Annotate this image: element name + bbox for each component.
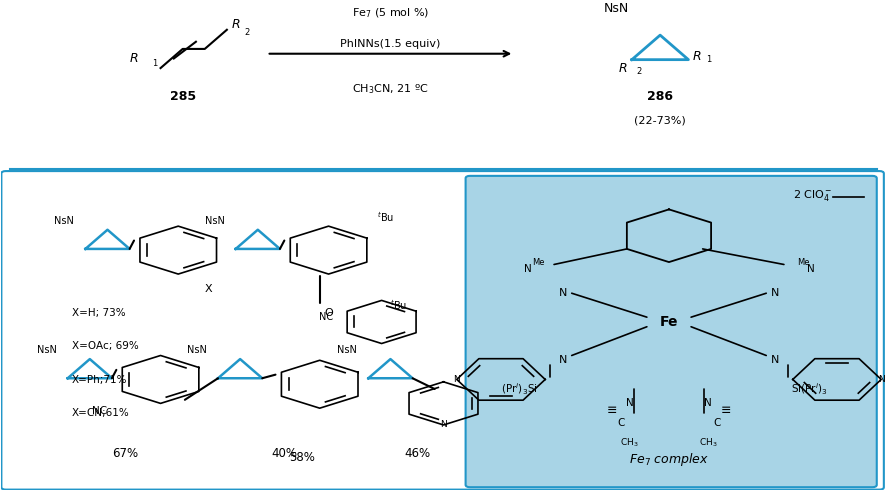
Text: 285: 285 bbox=[169, 90, 196, 103]
Text: 67%: 67% bbox=[112, 446, 138, 460]
Text: X=OAc; 69%: X=OAc; 69% bbox=[72, 341, 139, 351]
Text: PhINNs(1.5 equiv): PhINNs(1.5 equiv) bbox=[340, 39, 440, 49]
Text: R: R bbox=[692, 50, 701, 63]
Text: N: N bbox=[703, 398, 711, 409]
Text: 2: 2 bbox=[635, 67, 641, 77]
Text: 2: 2 bbox=[245, 27, 250, 37]
Text: X: X bbox=[205, 284, 212, 294]
Text: 46%: 46% bbox=[403, 446, 430, 460]
Text: CH$_3$: CH$_3$ bbox=[619, 437, 638, 449]
Text: X=CN;61%: X=CN;61% bbox=[72, 408, 129, 418]
Text: R: R bbox=[618, 62, 626, 75]
Text: 286: 286 bbox=[647, 90, 672, 103]
Text: Fe$_7$ complex: Fe$_7$ complex bbox=[628, 451, 708, 468]
Text: C: C bbox=[617, 417, 624, 428]
Text: N: N bbox=[558, 288, 566, 298]
Text: Fe$_7$ (5 mol %): Fe$_7$ (5 mol %) bbox=[352, 6, 429, 20]
Text: ≡: ≡ bbox=[720, 404, 731, 417]
Text: Me: Me bbox=[532, 258, 544, 267]
Text: N: N bbox=[626, 398, 633, 409]
Text: 58%: 58% bbox=[289, 451, 315, 464]
Text: N: N bbox=[770, 288, 779, 298]
Text: (22-73%): (22-73%) bbox=[633, 116, 685, 126]
Text: CH$_3$: CH$_3$ bbox=[699, 437, 718, 449]
Text: N: N bbox=[805, 264, 813, 274]
Text: (Pr$^i$)$_3$Si: (Pr$^i$)$_3$Si bbox=[501, 382, 537, 397]
Text: $^t$Bu: $^t$Bu bbox=[390, 298, 408, 312]
FancyBboxPatch shape bbox=[465, 176, 875, 487]
Text: NC: NC bbox=[92, 406, 107, 416]
Text: NsN: NsN bbox=[337, 346, 357, 355]
Text: N: N bbox=[770, 355, 779, 365]
Text: 1: 1 bbox=[152, 59, 157, 68]
Text: Si(Pr$^i$)$_3$: Si(Pr$^i$)$_3$ bbox=[790, 382, 828, 397]
Text: NC: NC bbox=[318, 312, 332, 322]
Text: $^t$Bu: $^t$Bu bbox=[377, 210, 394, 224]
Text: 2 ClO$_4^-$: 2 ClO$_4^-$ bbox=[792, 188, 832, 203]
Text: N: N bbox=[439, 420, 447, 430]
Text: NsN: NsN bbox=[187, 346, 206, 355]
Text: C: C bbox=[712, 417, 719, 428]
Text: R: R bbox=[129, 52, 138, 65]
Text: X=H; 73%: X=H; 73% bbox=[72, 307, 126, 318]
Text: NsN: NsN bbox=[603, 2, 628, 15]
Text: ≡: ≡ bbox=[605, 404, 616, 417]
Text: Fe: Fe bbox=[659, 315, 678, 329]
Text: NsN: NsN bbox=[36, 346, 57, 355]
Text: CH$_3$CN, 21 ºC: CH$_3$CN, 21 ºC bbox=[352, 82, 428, 96]
Text: Me: Me bbox=[797, 258, 809, 267]
Text: 1: 1 bbox=[705, 55, 711, 64]
Text: N: N bbox=[558, 355, 566, 365]
Text: 40%: 40% bbox=[271, 446, 297, 460]
Text: N: N bbox=[877, 375, 883, 384]
Text: N: N bbox=[523, 264, 531, 274]
Text: X=Ph;71%: X=Ph;71% bbox=[72, 375, 128, 384]
Text: NsN: NsN bbox=[54, 216, 74, 226]
Text: O: O bbox=[323, 307, 332, 318]
Text: N: N bbox=[453, 375, 460, 384]
Text: R: R bbox=[231, 19, 239, 31]
Text: NsN: NsN bbox=[205, 216, 224, 226]
